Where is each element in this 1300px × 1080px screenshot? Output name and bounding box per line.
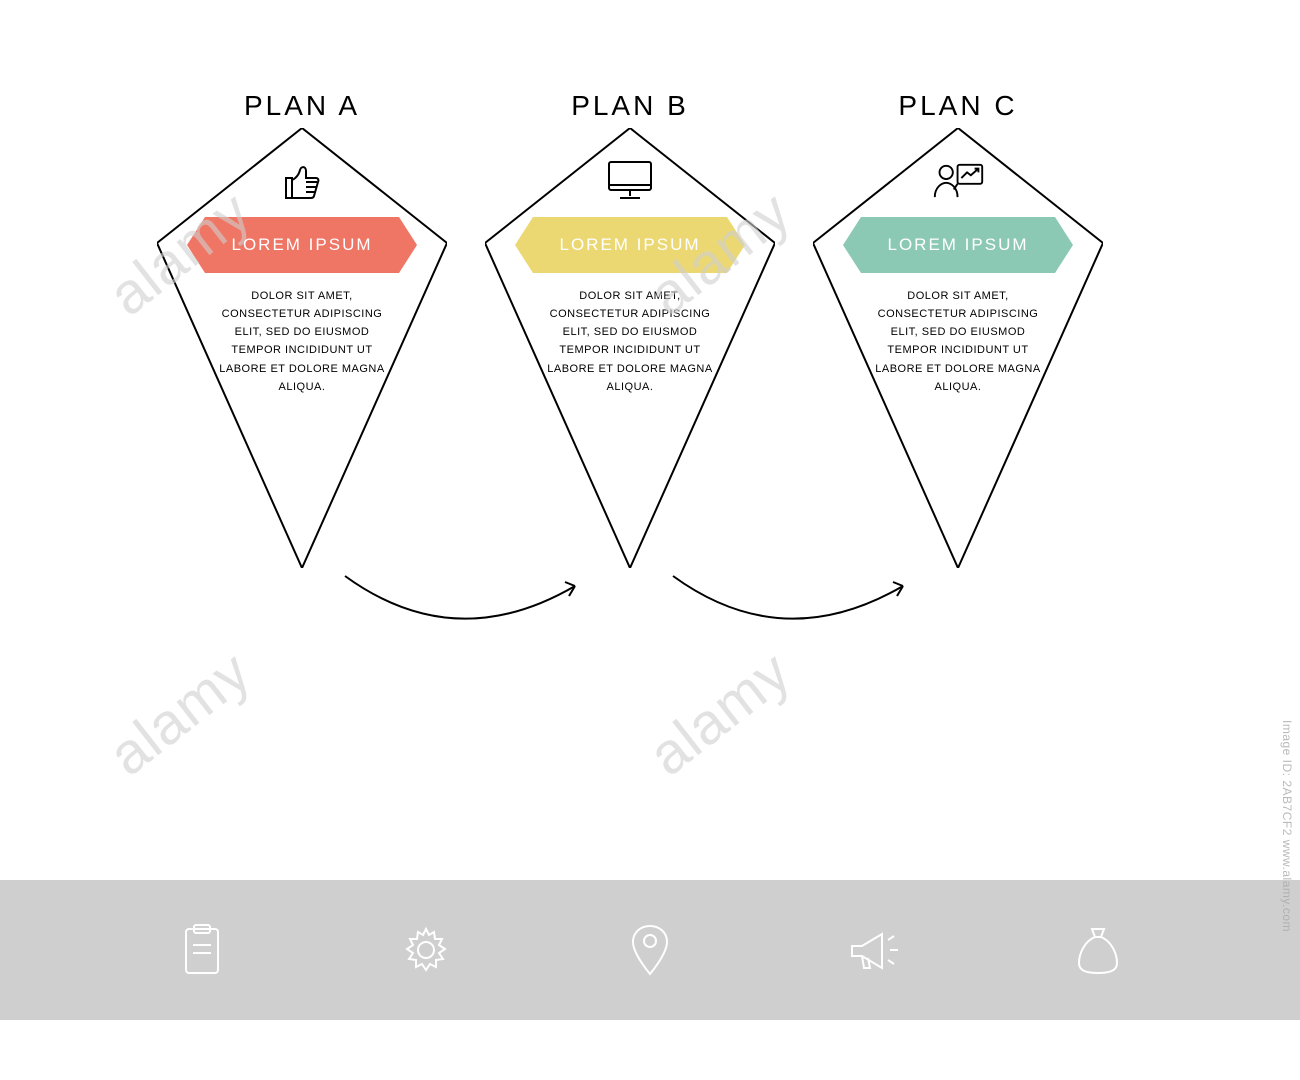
person-chart-icon: [931, 152, 986, 207]
money-bag-icon: [1068, 920, 1128, 980]
plan-c-title: PLAN C: [813, 90, 1103, 122]
plan-c: PLAN C LOREM IPSUM DOLO: [813, 90, 1103, 568]
watermark-diag-4: alamy: [636, 638, 803, 789]
watermark-diag-3: alamy: [96, 638, 263, 789]
monitor-icon: [603, 152, 658, 207]
plan-a-banner-label: LOREM IPSUM: [231, 235, 372, 255]
plan-a-body: DOLOR SIT AMET, CONSECTETUR ADIPISCING E…: [215, 287, 390, 396]
location-pin-icon: [620, 920, 680, 980]
megaphone-icon: [844, 920, 904, 980]
plan-b-banner-label: LOREM IPSUM: [559, 235, 700, 255]
plan-c-body: DOLOR SIT AMET, CONSECTETUR ADIPISCING E…: [871, 287, 1046, 396]
plan-a-banner: LOREM IPSUM: [187, 217, 417, 273]
gear-icon: [396, 920, 456, 980]
plan-b-body: DOLOR SIT AMET, CONSECTETUR ADIPISCING E…: [543, 287, 718, 396]
infographic-canvas: PLAN A LOREM IPSUM DOLOR SIT AMET,: [0, 0, 1300, 1080]
connector-arrow-1: [335, 566, 595, 656]
plan-a: PLAN A LOREM IPSUM DOLOR SIT AMET,: [157, 90, 447, 568]
plan-a-title: PLAN A: [157, 90, 447, 122]
plan-c-banner-label: LOREM IPSUM: [887, 235, 1028, 255]
clipboard-icon: [172, 920, 232, 980]
plan-b: PLAN B LOREM IPSUM DOLOR SIT AMET, CONSE…: [485, 90, 775, 568]
plan-c-banner: LOREM IPSUM: [843, 217, 1073, 273]
connector-arrow-2: [663, 566, 923, 656]
footer-icon-bar: [0, 880, 1300, 1020]
thumbs-up-icon: [275, 152, 330, 207]
plan-b-title: PLAN B: [485, 90, 775, 122]
plan-b-banner: LOREM IPSUM: [515, 217, 745, 273]
